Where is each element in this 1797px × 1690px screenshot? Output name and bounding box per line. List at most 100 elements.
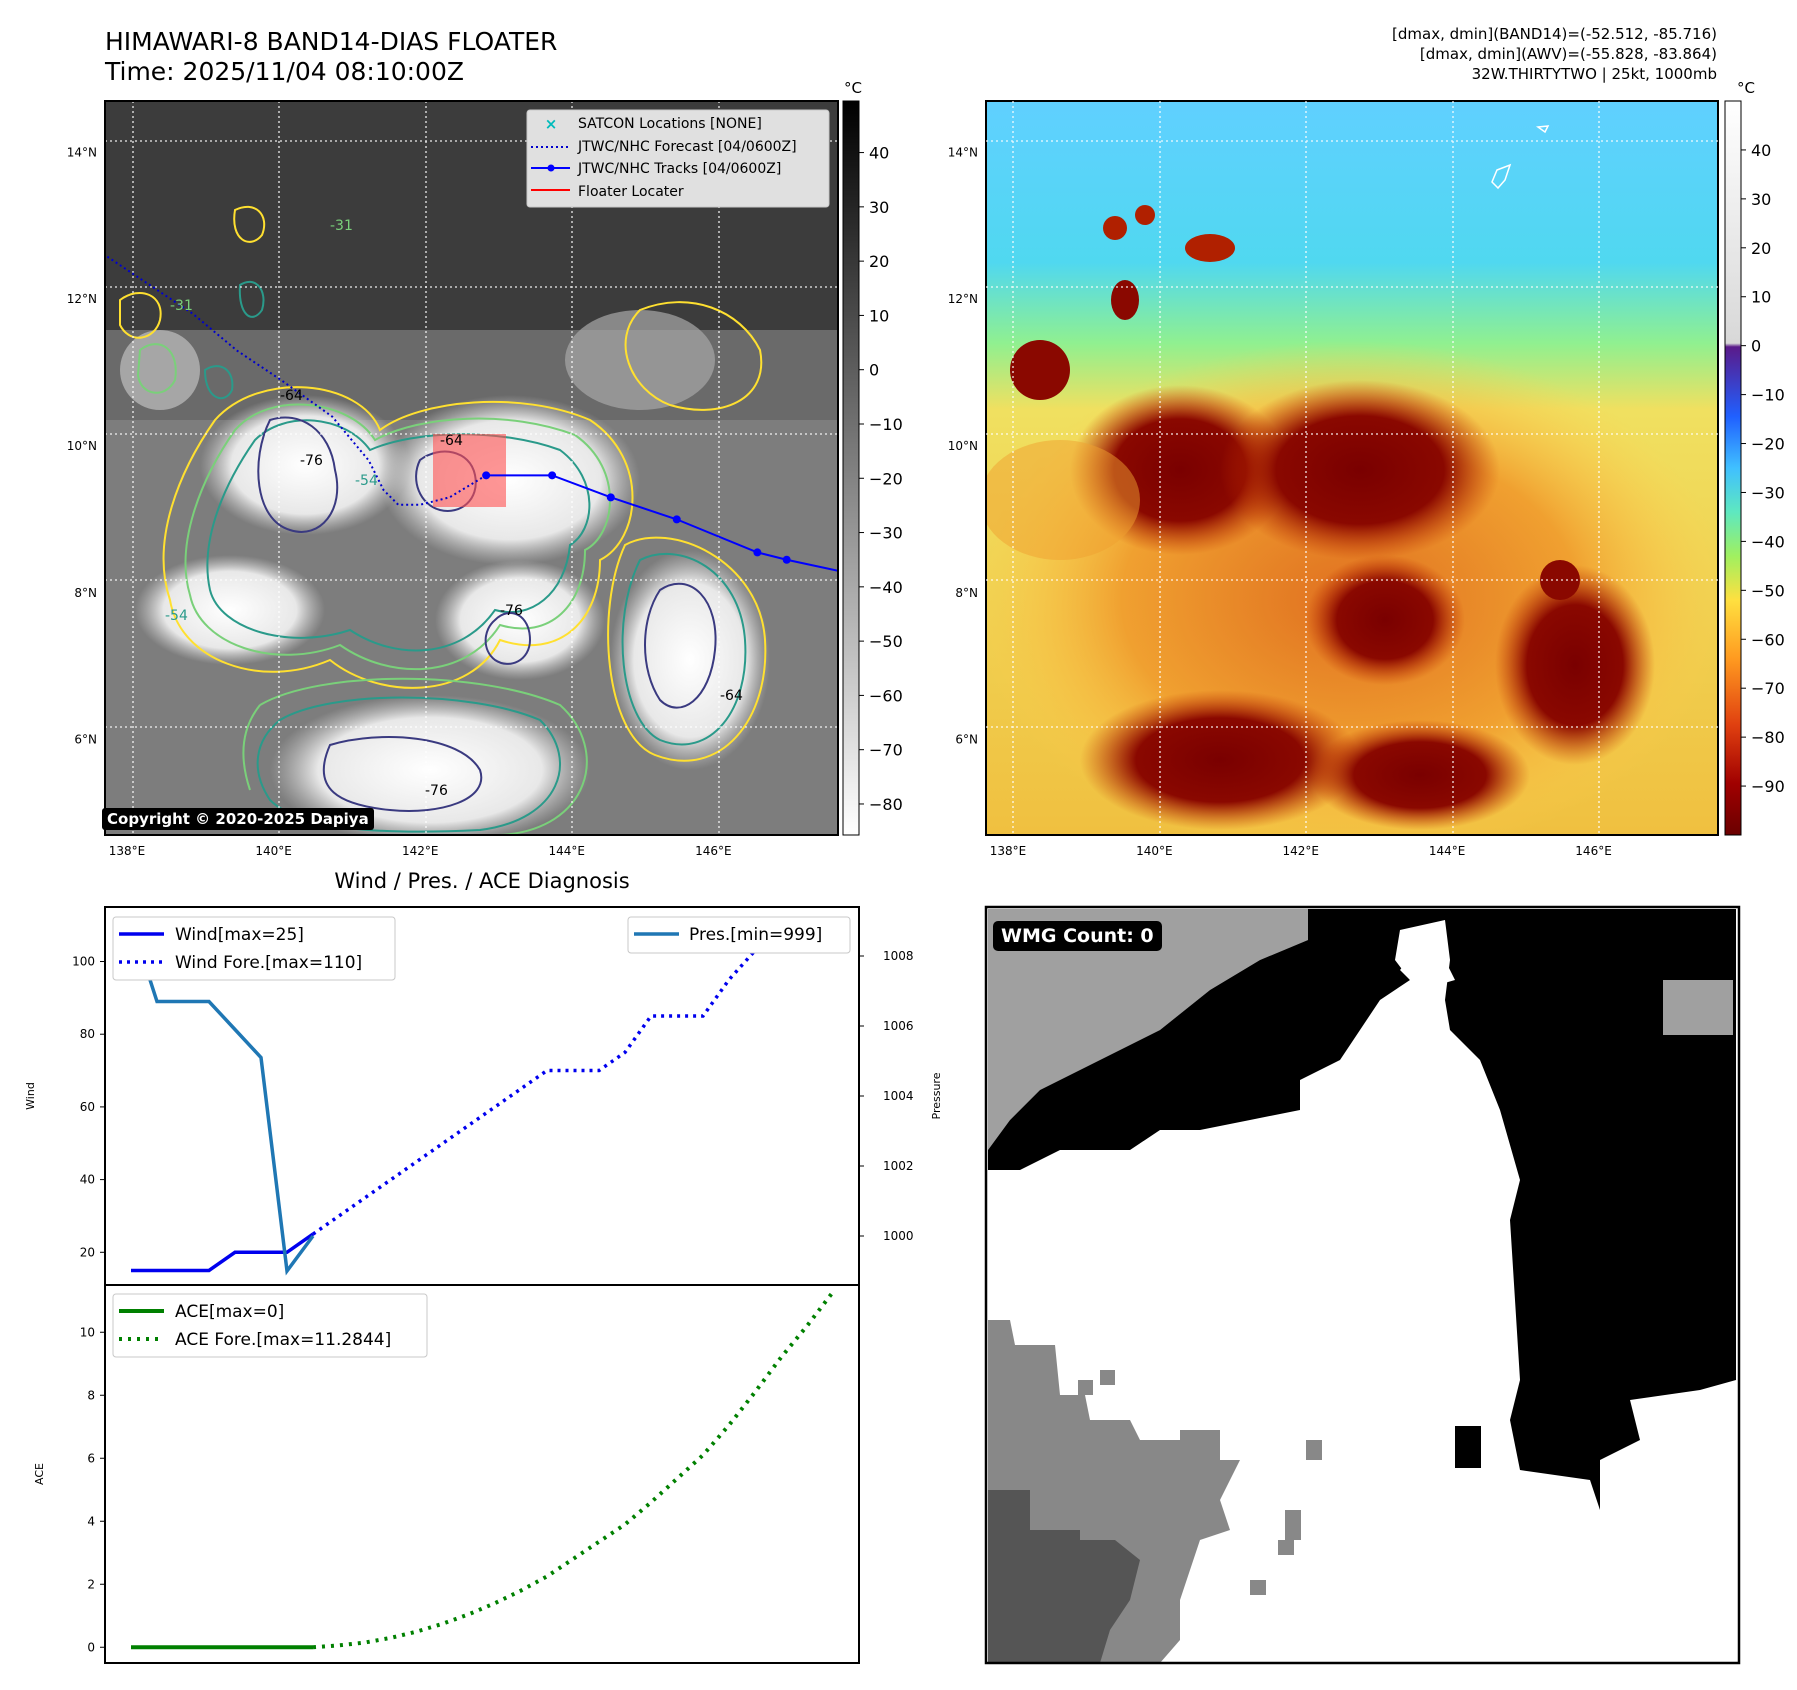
- lat-label: 10°N: [948, 439, 978, 453]
- right-map-frame: [985, 100, 1719, 836]
- track-point: [753, 548, 762, 557]
- lon-label: 140°E: [1136, 844, 1173, 858]
- lat-label: 14°N: [67, 145, 97, 159]
- track-point: [548, 471, 557, 480]
- figure-time: Time: 2025/11/04 08:10:00Z: [104, 57, 464, 86]
- pressure-series-line: [129, 920, 315, 1276]
- ace-tick-label: 6: [87, 1451, 95, 1465]
- pressure-tick-label: 1006: [883, 1019, 914, 1033]
- legend-wind: Wind[max=25]: [175, 925, 304, 945]
- pressure-tick-label: 1002: [883, 1159, 914, 1173]
- legend-floater: Floater Locater: [578, 184, 684, 200]
- wind-axis-label: Wind: [24, 1082, 37, 1110]
- ace-axis-label: ACE: [33, 1463, 46, 1485]
- ace-tick-label: 8: [87, 1388, 95, 1402]
- colorbar-tick: −70: [1751, 679, 1785, 698]
- pressure-legend: Pres.[min=999]: [627, 916, 851, 954]
- colorbar-tick: −60: [1751, 630, 1785, 649]
- legend-wind-fore: Wind Fore.[max=110]: [175, 953, 362, 973]
- legend-pressure: Pres.[min=999]: [689, 925, 822, 945]
- colorbar-tick: −80: [1751, 728, 1785, 747]
- colorbar-tick: 40: [869, 144, 889, 163]
- colorbar-tick: −30: [1751, 483, 1785, 502]
- colorbar-tick: 30: [869, 198, 889, 217]
- lat-label: 14°N: [948, 145, 978, 159]
- pressure-tick-label: 1008: [883, 949, 914, 963]
- wind-tick-label: 80: [80, 1027, 95, 1041]
- track-point: [672, 515, 681, 524]
- pressure-tick-label: 1004: [883, 1089, 914, 1103]
- wind-pressure-chart: Wind / Pres. / ACE Diagnosis 20 40 60 80 100…: [24, 869, 943, 1286]
- right-colorbar: [1724, 100, 1742, 836]
- lon-label: 146°E: [1575, 844, 1612, 858]
- lat-label: 6°N: [955, 733, 978, 747]
- lat-label: 12°N: [67, 292, 97, 306]
- left-map-legend: × SATCON Locations [NONE] JTWC/NHC Forec…: [526, 109, 830, 208]
- wind-legend: Wind[max=25] Wind Fore.[max=110]: [112, 916, 396, 981]
- wmg-count-label: WMG Count: 0: [993, 921, 1162, 951]
- colorbar-tick: −80: [869, 795, 903, 814]
- wind-forecast-series-line: [311, 948, 807, 1236]
- lat-label: 12°N: [948, 292, 978, 306]
- contour-label: -31: [330, 218, 353, 234]
- right-awv-map: °C 40 30 20 10 0 −10 −20 −30 −40 −50 −60 −70 −80 −90: [985, 79, 1785, 836]
- lat-label: 10°N: [67, 439, 97, 453]
- contour-label: -64: [280, 388, 303, 404]
- ace-tick-label: 0: [87, 1640, 95, 1654]
- colorbar-tick: 20: [1751, 239, 1771, 258]
- island-outline: [1491, 163, 1512, 190]
- colorbar-tick: −60: [869, 686, 903, 705]
- contour-label: -64: [720, 688, 743, 704]
- colorbar-tick: 40: [1751, 141, 1771, 160]
- track-point: [482, 471, 491, 480]
- track-point: [606, 493, 615, 502]
- x-marker-icon: ×: [545, 115, 558, 133]
- colorbar-tick: 10: [1751, 288, 1771, 307]
- info-line-1: [dmax, dmin](BAND14)=(-52.512, -85.716): [1392, 25, 1717, 43]
- legend-satcon: SATCON Locations [NONE]: [578, 116, 762, 132]
- wind-series-line: [131, 1232, 315, 1273]
- colorbar-tick: 30: [1751, 190, 1771, 209]
- ace-tick-label: 10: [80, 1325, 95, 1339]
- colorbar-tick: 0: [869, 361, 879, 380]
- lon-label: 138°E: [109, 844, 146, 858]
- wind-tick-label: 40: [80, 1173, 95, 1187]
- contour-label: -76: [500, 603, 523, 619]
- track-point: [782, 555, 791, 564]
- colorbar-tick: −10: [1751, 386, 1785, 405]
- pressure-axis-label: Pressure: [930, 1072, 943, 1119]
- colorbar-tick: −30: [869, 524, 903, 543]
- colorbar-tick: −20: [869, 469, 903, 488]
- ace-legend: ACE[max=0] ACE Fore.[max=11.2844]: [112, 1293, 428, 1358]
- left-colorbar-unit: °C: [844, 79, 862, 97]
- colorbar-tick: −40: [1751, 532, 1785, 551]
- contour-label: -76: [425, 783, 448, 799]
- legend-ace-fore: ACE Fore.[max=11.2844]: [175, 1330, 391, 1350]
- left-ir-map: -64 -54 -76 -31 -64 -76 -54 -64 -76 -31 …: [104, 79, 903, 836]
- colorbar-tick: −50: [869, 632, 903, 651]
- pressure-tick-label: 1000: [883, 1229, 914, 1243]
- lat-label: 8°N: [74, 586, 97, 600]
- figure-title: HIMAWARI-8 BAND14-DIAS FLOATER: [105, 27, 557, 56]
- lat-label: 8°N: [955, 586, 978, 600]
- legend-ace: ACE[max=0]: [175, 1302, 284, 1322]
- contour-label: -31: [170, 298, 193, 314]
- ace-chart: 0 2 4 6 8 10 ACE ACE[max=0] ACE Fore.[max=11.…: [33, 1284, 860, 1664]
- info-line-2: [dmax, dmin](AWV)=(-55.828, -83.864): [1420, 45, 1717, 63]
- colorbar-tick: 0: [1751, 337, 1761, 356]
- lon-label: 142°E: [402, 844, 439, 858]
- legend-forecast: JTWC/NHC Forecast [04/0600Z]: [577, 139, 797, 155]
- contour-label: -54: [165, 608, 188, 624]
- legend-tracks: JTWC/NHC Tracks [04/0600Z]: [577, 161, 781, 177]
- lat-label: 6°N: [74, 733, 97, 747]
- info-line-3: 32W.THIRTYTWO | 25kt, 1000mb: [1472, 65, 1717, 83]
- colorbar-tick: −10: [869, 415, 903, 434]
- contour-label: -76: [300, 453, 323, 469]
- lon-label: 142°E: [1283, 844, 1320, 858]
- left-map-frame: [104, 100, 839, 836]
- contour-label: -54: [355, 473, 378, 489]
- lon-label: 138°E: [990, 844, 1027, 858]
- left-colorbar: [842, 100, 860, 836]
- lon-label: 144°E: [549, 844, 586, 858]
